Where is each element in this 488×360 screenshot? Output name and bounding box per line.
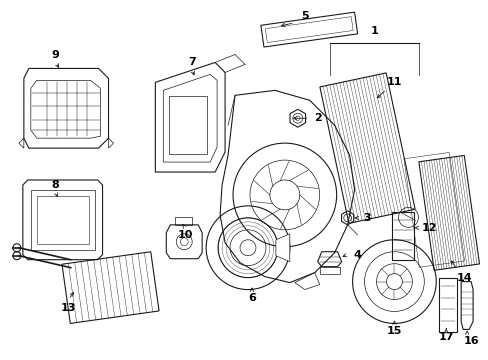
Text: 13: 13 — [61, 302, 76, 312]
Polygon shape — [275, 234, 289, 262]
Text: 4: 4 — [353, 250, 361, 260]
Text: 9: 9 — [52, 50, 60, 60]
Text: 8: 8 — [52, 180, 60, 190]
Text: 10: 10 — [177, 230, 193, 240]
Text: 12: 12 — [421, 223, 436, 233]
Text: 6: 6 — [247, 293, 255, 302]
Text: 16: 16 — [462, 336, 478, 346]
Text: 11: 11 — [386, 77, 401, 87]
Text: 14: 14 — [455, 273, 471, 283]
Text: 1: 1 — [370, 26, 378, 36]
Text: 17: 17 — [438, 332, 453, 342]
Text: 5: 5 — [300, 11, 308, 21]
Text: 15: 15 — [386, 327, 401, 336]
Text: 3: 3 — [363, 213, 370, 223]
Text: 7: 7 — [188, 58, 196, 67]
Text: 2: 2 — [313, 113, 321, 123]
